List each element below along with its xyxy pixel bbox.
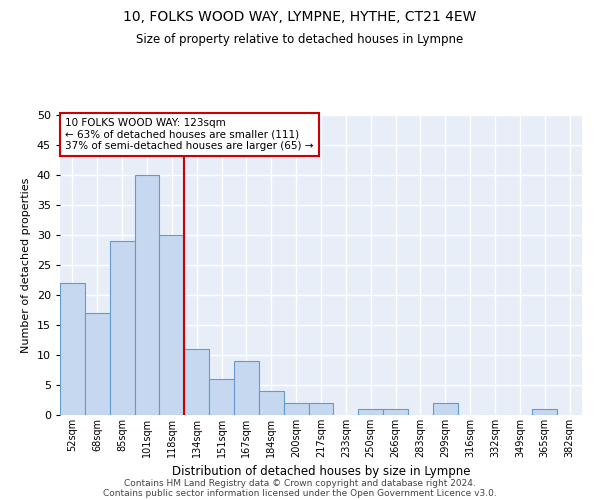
Text: 10 FOLKS WOOD WAY: 123sqm
← 63% of detached houses are smaller (111)
37% of semi: 10 FOLKS WOOD WAY: 123sqm ← 63% of detac… — [65, 118, 314, 151]
Bar — [383, 409, 408, 415]
Bar — [234, 361, 259, 415]
Bar — [259, 391, 284, 415]
Bar — [532, 409, 557, 415]
Bar — [209, 379, 234, 415]
X-axis label: Distribution of detached houses by size in Lympne: Distribution of detached houses by size … — [172, 466, 470, 478]
Text: Size of property relative to detached houses in Lympne: Size of property relative to detached ho… — [136, 32, 464, 46]
Bar — [60, 283, 85, 415]
Bar — [160, 235, 184, 415]
Y-axis label: Number of detached properties: Number of detached properties — [21, 178, 31, 352]
Bar — [358, 409, 383, 415]
Text: Contains public sector information licensed under the Open Government Licence v3: Contains public sector information licen… — [103, 488, 497, 498]
Bar — [284, 403, 308, 415]
Bar — [433, 403, 458, 415]
Bar — [110, 241, 134, 415]
Bar — [184, 349, 209, 415]
Bar — [85, 313, 110, 415]
Text: 10, FOLKS WOOD WAY, LYMPNE, HYTHE, CT21 4EW: 10, FOLKS WOOD WAY, LYMPNE, HYTHE, CT21 … — [124, 10, 476, 24]
Text: Contains HM Land Registry data © Crown copyright and database right 2024.: Contains HM Land Registry data © Crown c… — [124, 478, 476, 488]
Bar — [134, 175, 160, 415]
Bar — [308, 403, 334, 415]
